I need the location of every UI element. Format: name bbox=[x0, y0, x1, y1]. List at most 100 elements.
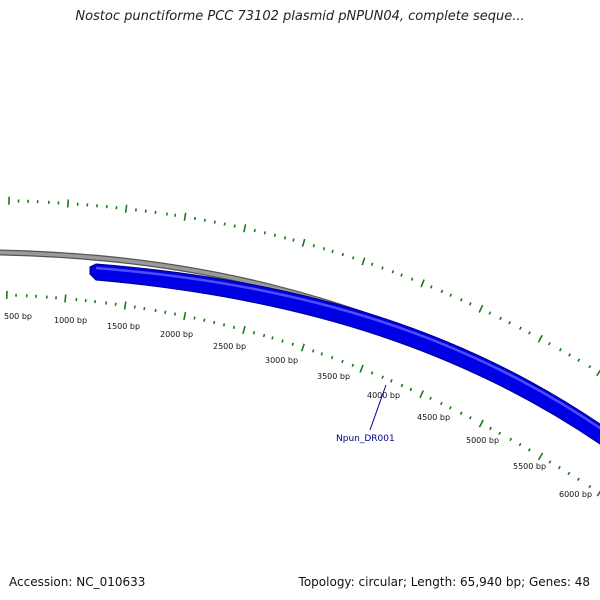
inner-tick-mark bbox=[320, 352, 324, 356]
outer-tick-mark bbox=[67, 199, 70, 208]
outer-tick-mark bbox=[548, 342, 551, 346]
inner-tick-mark bbox=[262, 333, 266, 338]
inner-tick-mark bbox=[498, 431, 502, 435]
inner-tick-mark bbox=[64, 294, 67, 303]
outer-tick-mark bbox=[420, 279, 425, 288]
gene-arc[interactable] bbox=[89, 263, 600, 458]
inner-tick-mark bbox=[400, 383, 404, 388]
inner-tick-mark bbox=[341, 359, 344, 364]
outer-tick-mark bbox=[381, 266, 384, 270]
inner-tick-mark bbox=[359, 364, 364, 373]
inner-tick-mark bbox=[370, 371, 374, 375]
inner-tick-mark bbox=[478, 419, 484, 428]
outer-tick-mark bbox=[468, 302, 472, 306]
inner-tick-mark bbox=[390, 379, 393, 383]
outer-tick-mark bbox=[440, 289, 444, 294]
inner-tick-mark bbox=[300, 343, 305, 352]
scale-label: 3500 bp bbox=[317, 372, 350, 381]
outer-tick-mark bbox=[253, 228, 256, 233]
inner-tick-mark bbox=[459, 411, 463, 415]
inner-tick-mark bbox=[291, 342, 294, 346]
outer-tick-mark bbox=[124, 204, 128, 213]
outer-tick-mark bbox=[430, 285, 433, 289]
outer-tick-mark bbox=[588, 365, 592, 369]
inner-tick-mark bbox=[154, 308, 157, 313]
inner-tick-mark bbox=[567, 471, 571, 476]
inner-tick-mark bbox=[143, 306, 146, 311]
inner-tick-mark bbox=[281, 339, 284, 343]
inner-tick-ring bbox=[5, 290, 600, 497]
gene-label-leader bbox=[369, 384, 387, 431]
scale-label: 2500 bp bbox=[213, 342, 246, 351]
gene-arc-highlight bbox=[95, 266, 600, 430]
inner-tick-mark bbox=[557, 465, 561, 470]
scale-label: 1000 bp bbox=[54, 316, 87, 325]
inner-tick-mark bbox=[164, 310, 167, 314]
outer-tick-mark bbox=[361, 257, 366, 266]
scale-labels: 500 bp 1000 bp 1500 bp 2000 bp 2500 bp 3… bbox=[4, 312, 592, 499]
scale-label: 6000 bp bbox=[559, 490, 592, 499]
outer-tick-mark bbox=[577, 358, 581, 362]
scale-label: 2000 bp bbox=[160, 330, 193, 339]
outer-tick-mark bbox=[537, 334, 543, 343]
outer-tick-mark bbox=[478, 304, 484, 313]
outer-tick-mark bbox=[292, 238, 295, 242]
inner-tick-mark bbox=[232, 325, 236, 330]
inner-tick-mark bbox=[537, 452, 544, 461]
scale-label: 500 bp bbox=[4, 312, 32, 321]
outer-tick-mark bbox=[351, 256, 355, 260]
outer-tick-mark bbox=[459, 298, 463, 302]
inner-tick-mark bbox=[133, 305, 136, 309]
inner-tick-mark bbox=[351, 363, 355, 367]
inner-tick-mark bbox=[203, 318, 206, 322]
outer-tick-mark bbox=[165, 212, 168, 216]
inner-tick-mark bbox=[588, 484, 592, 489]
inner-tick-mark bbox=[213, 320, 216, 325]
inner-tick-mark bbox=[468, 416, 472, 420]
inner-tick-mark bbox=[448, 406, 452, 410]
inner-tick-mark bbox=[509, 437, 513, 442]
outer-tick-mark bbox=[223, 222, 226, 226]
outer-tick-mark bbox=[183, 212, 187, 221]
outer-tick-mark bbox=[322, 247, 326, 251]
outer-tick-mark bbox=[174, 213, 177, 217]
scale-label: 5500 bp bbox=[513, 462, 546, 471]
outer-tick-mark bbox=[301, 238, 306, 247]
outer-tick-mark bbox=[518, 326, 522, 330]
inner-tick-mark bbox=[330, 355, 334, 360]
outer-tick-mark bbox=[233, 224, 236, 228]
inner-tick-mark bbox=[271, 336, 274, 340]
outer-tick-mark bbox=[370, 262, 374, 266]
outer-tick-mark bbox=[273, 233, 277, 238]
inner-tick-mark bbox=[439, 401, 443, 406]
inner-tick-mark bbox=[576, 477, 580, 482]
inner-tick-mark bbox=[409, 387, 413, 392]
outer-tick-mark bbox=[488, 311, 492, 315]
inner-tick-mark bbox=[548, 460, 552, 464]
outer-tick-mark bbox=[203, 218, 206, 222]
inner-tick-mark bbox=[242, 325, 246, 335]
outer-tick-mark bbox=[213, 220, 216, 224]
inner-tick-mark bbox=[252, 330, 256, 335]
map-title: Nostoc punctiforme PCC 73102 plasmid pNP… bbox=[75, 9, 525, 24]
outer-tick-mark bbox=[341, 252, 345, 257]
inner-tick-mark bbox=[114, 302, 117, 306]
scale-label: 5000 bp bbox=[466, 436, 499, 445]
inner-tick-mark bbox=[183, 311, 187, 321]
backbone-outline bbox=[0, 249, 600, 432]
inner-tick-mark bbox=[123, 301, 127, 310]
outer-tick-mark bbox=[410, 277, 414, 281]
inner-tick-mark bbox=[527, 448, 531, 452]
outer-tick-mark bbox=[243, 224, 247, 233]
topology-summary: Topology: circular; Length: 65,940 bp; G… bbox=[298, 575, 590, 589]
outer-tick-mark bbox=[508, 321, 512, 325]
inner-tick-mark bbox=[596, 490, 600, 497]
scale-label: 3000 bp bbox=[265, 356, 298, 365]
outer-tick-mark bbox=[193, 216, 196, 221]
gene-label[interactable]: Npun_DR001 bbox=[336, 434, 395, 444]
inner-tick-mark bbox=[489, 426, 492, 431]
outer-tick-mark bbox=[331, 249, 334, 254]
scale-label: 4000 bp bbox=[367, 391, 400, 400]
outer-tick-mark bbox=[263, 231, 266, 235]
